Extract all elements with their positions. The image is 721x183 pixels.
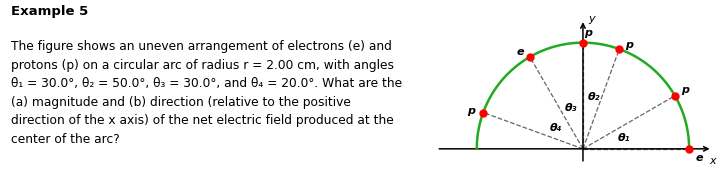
Text: θ₂: θ₂ <box>588 92 601 102</box>
Text: θ₃: θ₃ <box>565 103 577 113</box>
Text: y: y <box>588 14 595 24</box>
Text: x: x <box>709 156 716 166</box>
Text: e: e <box>516 46 524 57</box>
Text: Example 5: Example 5 <box>12 5 89 18</box>
Text: p: p <box>625 40 633 50</box>
Text: p: p <box>467 107 476 116</box>
Text: θ₄: θ₄ <box>549 123 562 133</box>
Text: e: e <box>696 153 704 163</box>
Text: The figure shows an uneven arrangement of electrons (e) and
protons (p) on a cir: The figure shows an uneven arrangement o… <box>12 40 402 146</box>
Text: θ₁: θ₁ <box>618 133 630 143</box>
Text: p: p <box>681 85 689 96</box>
Text: p: p <box>584 28 592 38</box>
